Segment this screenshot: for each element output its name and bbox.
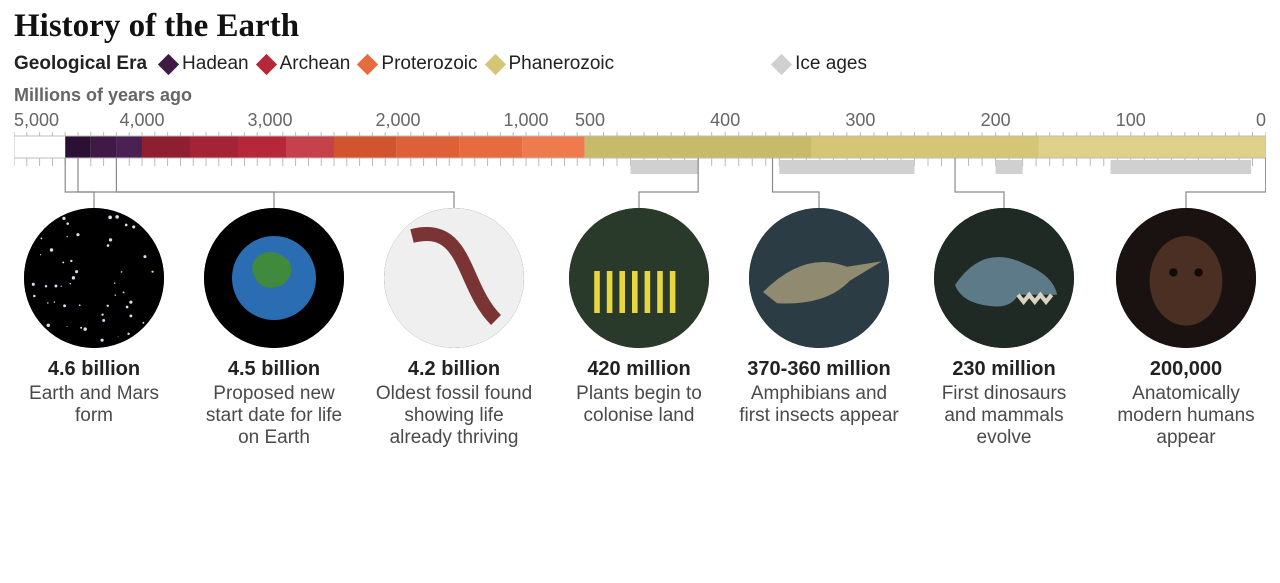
event-disc	[1116, 208, 1256, 348]
swatch-ice	[771, 53, 792, 74]
event-disc	[384, 208, 524, 348]
event-when: 4.6 billion	[14, 358, 174, 381]
event-when: 200,000	[1106, 358, 1266, 381]
legend-item-phanerozoic: Phanerozoic	[488, 53, 615, 75]
legend-title: Geological Era	[14, 53, 147, 75]
event-desc: Earth and Mars form	[14, 383, 174, 427]
event-disc	[749, 208, 889, 348]
event-disc	[204, 208, 344, 348]
legend-label: Archean	[280, 53, 351, 75]
event-disc	[934, 208, 1074, 348]
page-title: History of the Earth	[14, 8, 1266, 45]
legend-label: Ice ages	[795, 53, 867, 75]
event-desc: First dinosaurs and mammals evolve	[924, 383, 1084, 449]
event: 4.2 billionOldest fossil found showing l…	[374, 208, 534, 449]
swatch-archean	[256, 53, 277, 74]
swatch-hadean	[158, 53, 179, 74]
event-disc	[569, 208, 709, 348]
event: 200,000Anatomically modern humans appear	[1106, 208, 1266, 449]
event-desc: Plants begin to colonise land	[559, 383, 719, 427]
event-desc: Anatomically modern humans appear	[1106, 383, 1266, 449]
legend-item-hadean: Hadean	[161, 53, 249, 75]
event-when: 4.5 billion	[194, 358, 354, 381]
legend-item-proterozoic: Proterozoic	[360, 53, 477, 75]
event: 4.5 billionProposed new start date for l…	[194, 208, 354, 449]
swatch-phanerozoic	[484, 53, 505, 74]
legend-label: Proterozoic	[381, 53, 477, 75]
event: 4.6 billionEarth and Mars form	[14, 208, 174, 427]
event-when: 4.2 billion	[374, 358, 534, 381]
legend: Geological Era Hadean Archean Proterozoi…	[14, 53, 1266, 75]
event: 230 millionFirst dinosaurs and mammals e…	[924, 208, 1084, 449]
legend-label: Hadean	[182, 53, 249, 75]
legend-item-archean: Archean	[259, 53, 351, 75]
swatch-proterozoic	[357, 53, 378, 74]
legend-label: Phanerozoic	[509, 53, 615, 75]
event-disc	[24, 208, 164, 348]
events-row: 4.6 billionEarth and Mars form4.5 billio…	[14, 208, 1266, 548]
timeline: 5,0004,0003,0002,0001,000500400300200100…	[14, 108, 1266, 204]
event-when: 370-360 million	[739, 358, 899, 381]
event: 420 millionPlants begin to colonise land	[559, 208, 719, 427]
event-desc: Proposed new start date for life on Eart…	[194, 383, 354, 449]
axis-label: Millions of years ago	[14, 85, 1266, 106]
event-when: 420 million	[559, 358, 719, 381]
legend-item-ice: Ice ages	[774, 53, 867, 75]
event: 370-360 millionAmphibians and first inse…	[739, 208, 899, 427]
event-desc: Oldest fossil found showing life already…	[374, 383, 534, 449]
event-when: 230 million	[924, 358, 1084, 381]
event-desc: Amphibians and first insects appear	[739, 383, 899, 427]
